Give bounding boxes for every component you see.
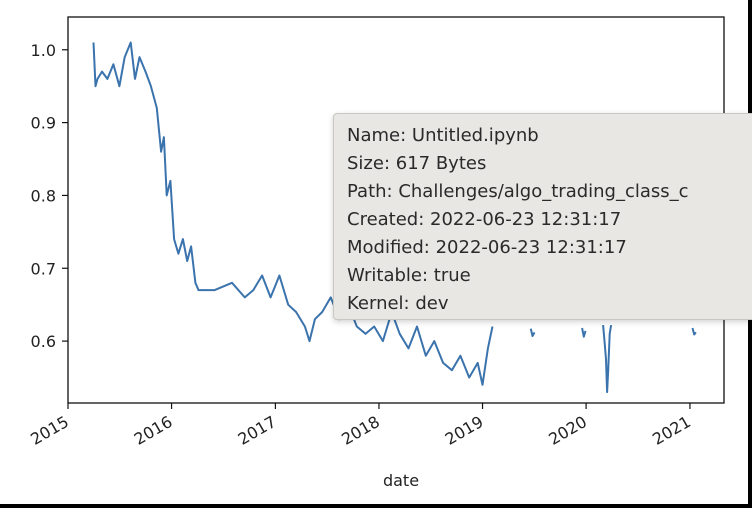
tooltip-modified: Modified: 2022-06-23 12:31:17 [347, 237, 627, 258]
y-tick-label: 0.8 [31, 186, 56, 205]
x-tick-label: 2021 [649, 412, 694, 449]
x-tick-label: 2016 [131, 412, 176, 449]
tooltip-writable: Writable: true [347, 265, 471, 286]
x-tick-label: 2017 [235, 412, 280, 449]
series-line-fragment [691, 327, 697, 336]
file-info-tooltip: Name: Untitled.ipynb Size: 617 Bytes Pat… [333, 113, 752, 320]
series-line [92, 41, 494, 386]
y-axis: 0.6 0.7 0.8 0.9 1.0 [31, 41, 68, 351]
x-tick-label: 2019 [442, 412, 487, 449]
tooltip-size: Size: 617 Bytes [347, 153, 487, 174]
y-tick-label: 0.6 [31, 332, 56, 351]
series-line-fragment [529, 328, 536, 337]
tooltip-name: Name: Untitled.ipynb [347, 125, 539, 146]
tooltip-path: Path: Challenges/algo_trading_class_c [347, 181, 689, 202]
y-tick-label: 1.0 [31, 41, 56, 60]
tooltip-kernel: Kernel: dev [347, 293, 449, 314]
x-tick-label: 2015 [27, 412, 72, 449]
y-tick-label: 0.9 [31, 114, 56, 133]
series-line-fragment [581, 327, 587, 338]
x-axis-label: date [383, 471, 419, 490]
tooltip-created: Created: 2022-06-23 12:31:17 [347, 209, 622, 230]
series-line-fragment [602, 324, 613, 394]
x-tick-label: 2020 [545, 412, 590, 449]
x-axis: 2015 2016 2017 2018 2019 2020 2021 [27, 403, 694, 449]
y-tick-label: 0.7 [31, 259, 56, 278]
series-lines [92, 41, 697, 394]
x-tick-label: 2018 [338, 412, 383, 449]
